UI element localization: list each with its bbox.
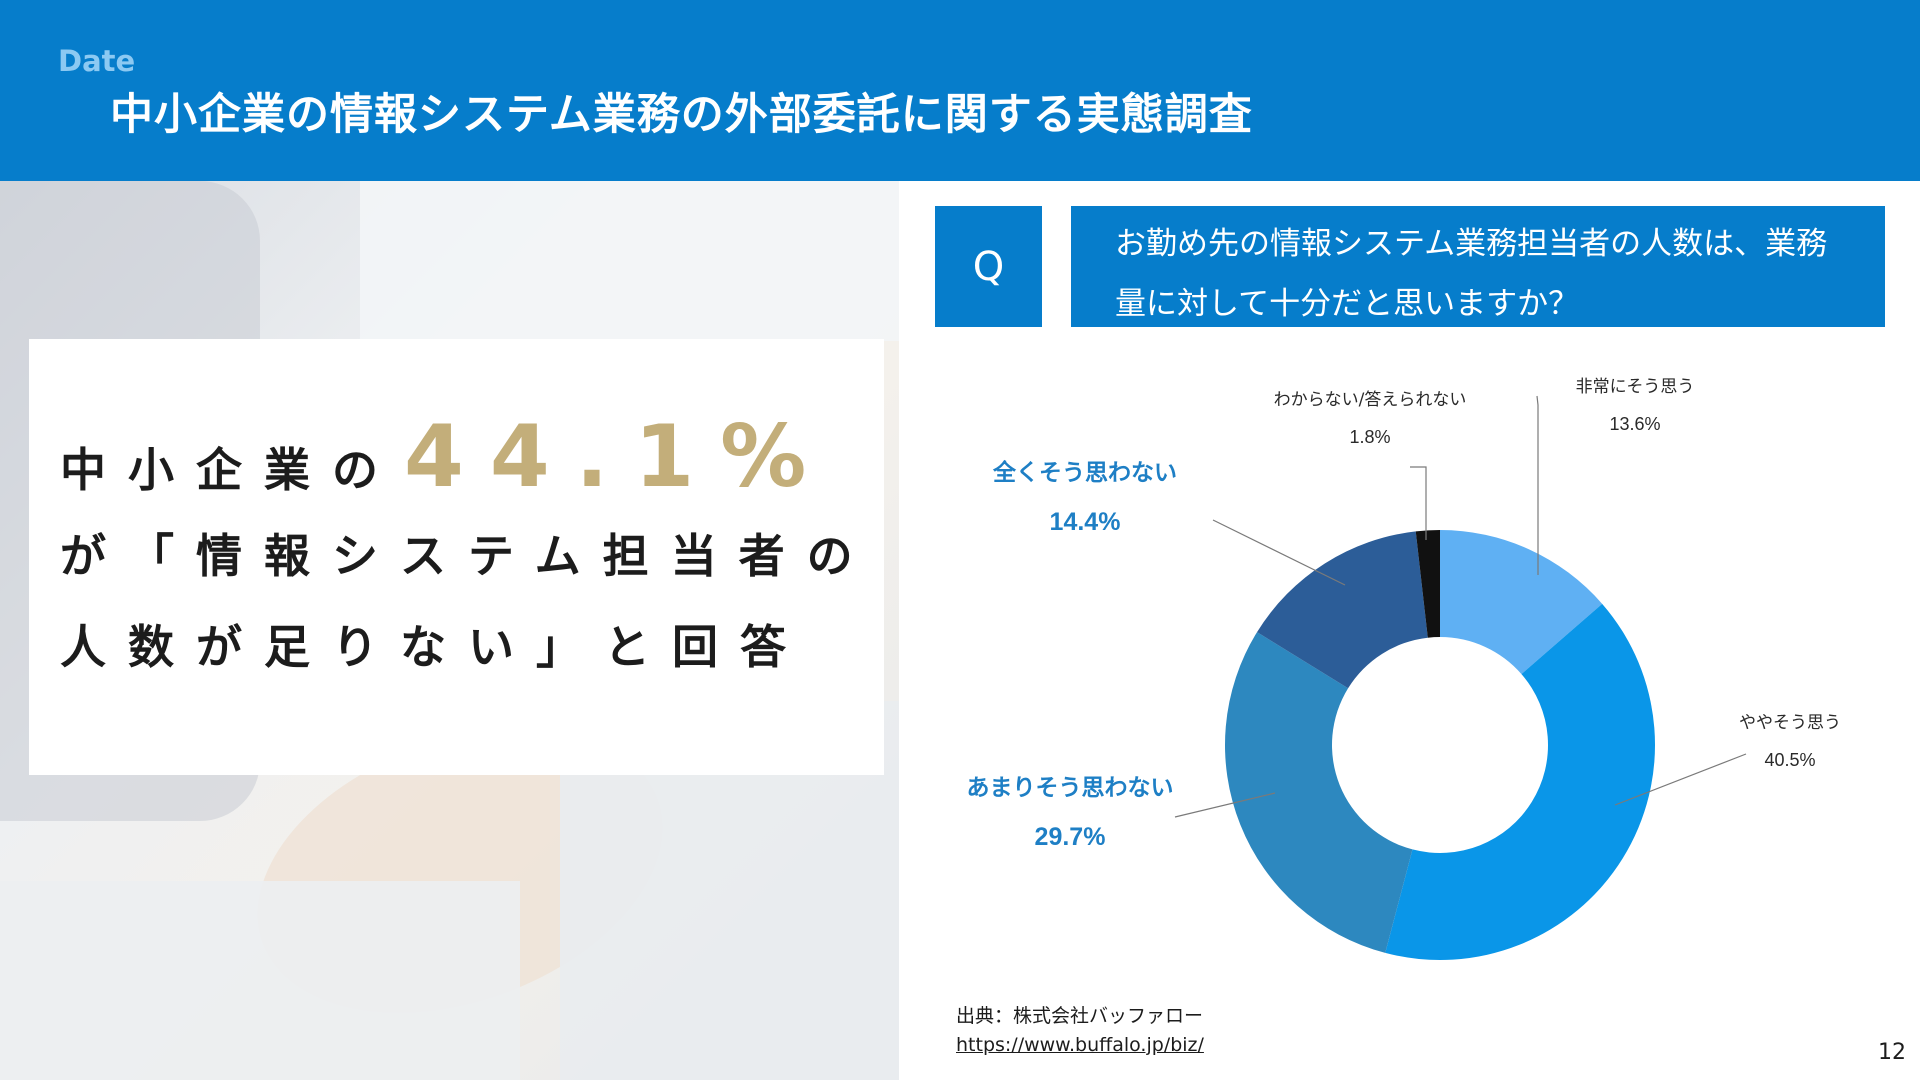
question-marker: Q (935, 206, 1042, 327)
leader-line-2 (1614, 753, 1747, 806)
slice-label-2: ややそう思う (1739, 713, 1841, 733)
question-text: お勤め先の情報システム業務担当者の人数は、業務量に対して十分だと思いますか？ (1071, 206, 1885, 327)
slice-value-1: 13.6% (1609, 414, 1660, 434)
slice-value-4: 14.4% (1050, 508, 1121, 536)
date-label: Date (58, 44, 136, 78)
donut-slice-3 (1225, 632, 1413, 953)
slice-label-4: 全くそう思わない (992, 459, 1177, 486)
header-banner: Date 中小企業の情報システム業務の外部委託に関する実態調査 (0, 0, 1920, 181)
donut-slice-1 (1440, 530, 1603, 675)
donut-slice-2 (1385, 603, 1655, 960)
leader-line-4 (1212, 519, 1346, 586)
callout-prefix: 中小企業の (60, 443, 400, 497)
donut-slice-4 (1257, 531, 1428, 689)
callout-line-1: 中小企業の44.1% (60, 407, 832, 507)
slice-label-3: あまりそう思わない (967, 775, 1174, 801)
donut-chart: 非常にそう思う 13.6% ややそう思う 40.5% あまりそう思わない 29.7% 全くそ… (967, 377, 1841, 960)
slice-label-1: 非常にそう思う (1576, 377, 1695, 397)
slice-value-2: 40.5% (1764, 750, 1815, 770)
page-title: 中小企業の情報システム業務の外部委託に関する実態調査 (110, 90, 1253, 140)
source-citation: 出典：株式会社バッファロー https://www.buffalo.jp/biz… (956, 1002, 1204, 1060)
source-label: 出典：株式会社バッファロー (956, 1005, 1204, 1027)
slice-label-5: わからない/答えられない (1274, 390, 1467, 410)
callout-line-2: が「情報システム担当者の (60, 529, 875, 583)
callout-line-3: 人数が足りない」と回答 (60, 620, 808, 674)
leader-line-3 (1174, 792, 1276, 818)
leader-line-1 (1536, 395, 1539, 575)
slice-value-3: 29.7% (1035, 823, 1106, 851)
slice-value-5: 1.8% (1349, 427, 1390, 447)
key-finding-callout: 中小企業の44.1% が「情報システム担当者の 人数が足りない」と回答 (29, 339, 884, 775)
highlight-percent: 44.1% (404, 407, 833, 507)
page-number: 12 (1878, 1040, 1906, 1065)
donut-slice-5 (1415, 530, 1440, 638)
leader-line-5 (1410, 466, 1427, 540)
source-link[interactable]: https://www.buffalo.jp/biz/ (956, 1034, 1204, 1056)
